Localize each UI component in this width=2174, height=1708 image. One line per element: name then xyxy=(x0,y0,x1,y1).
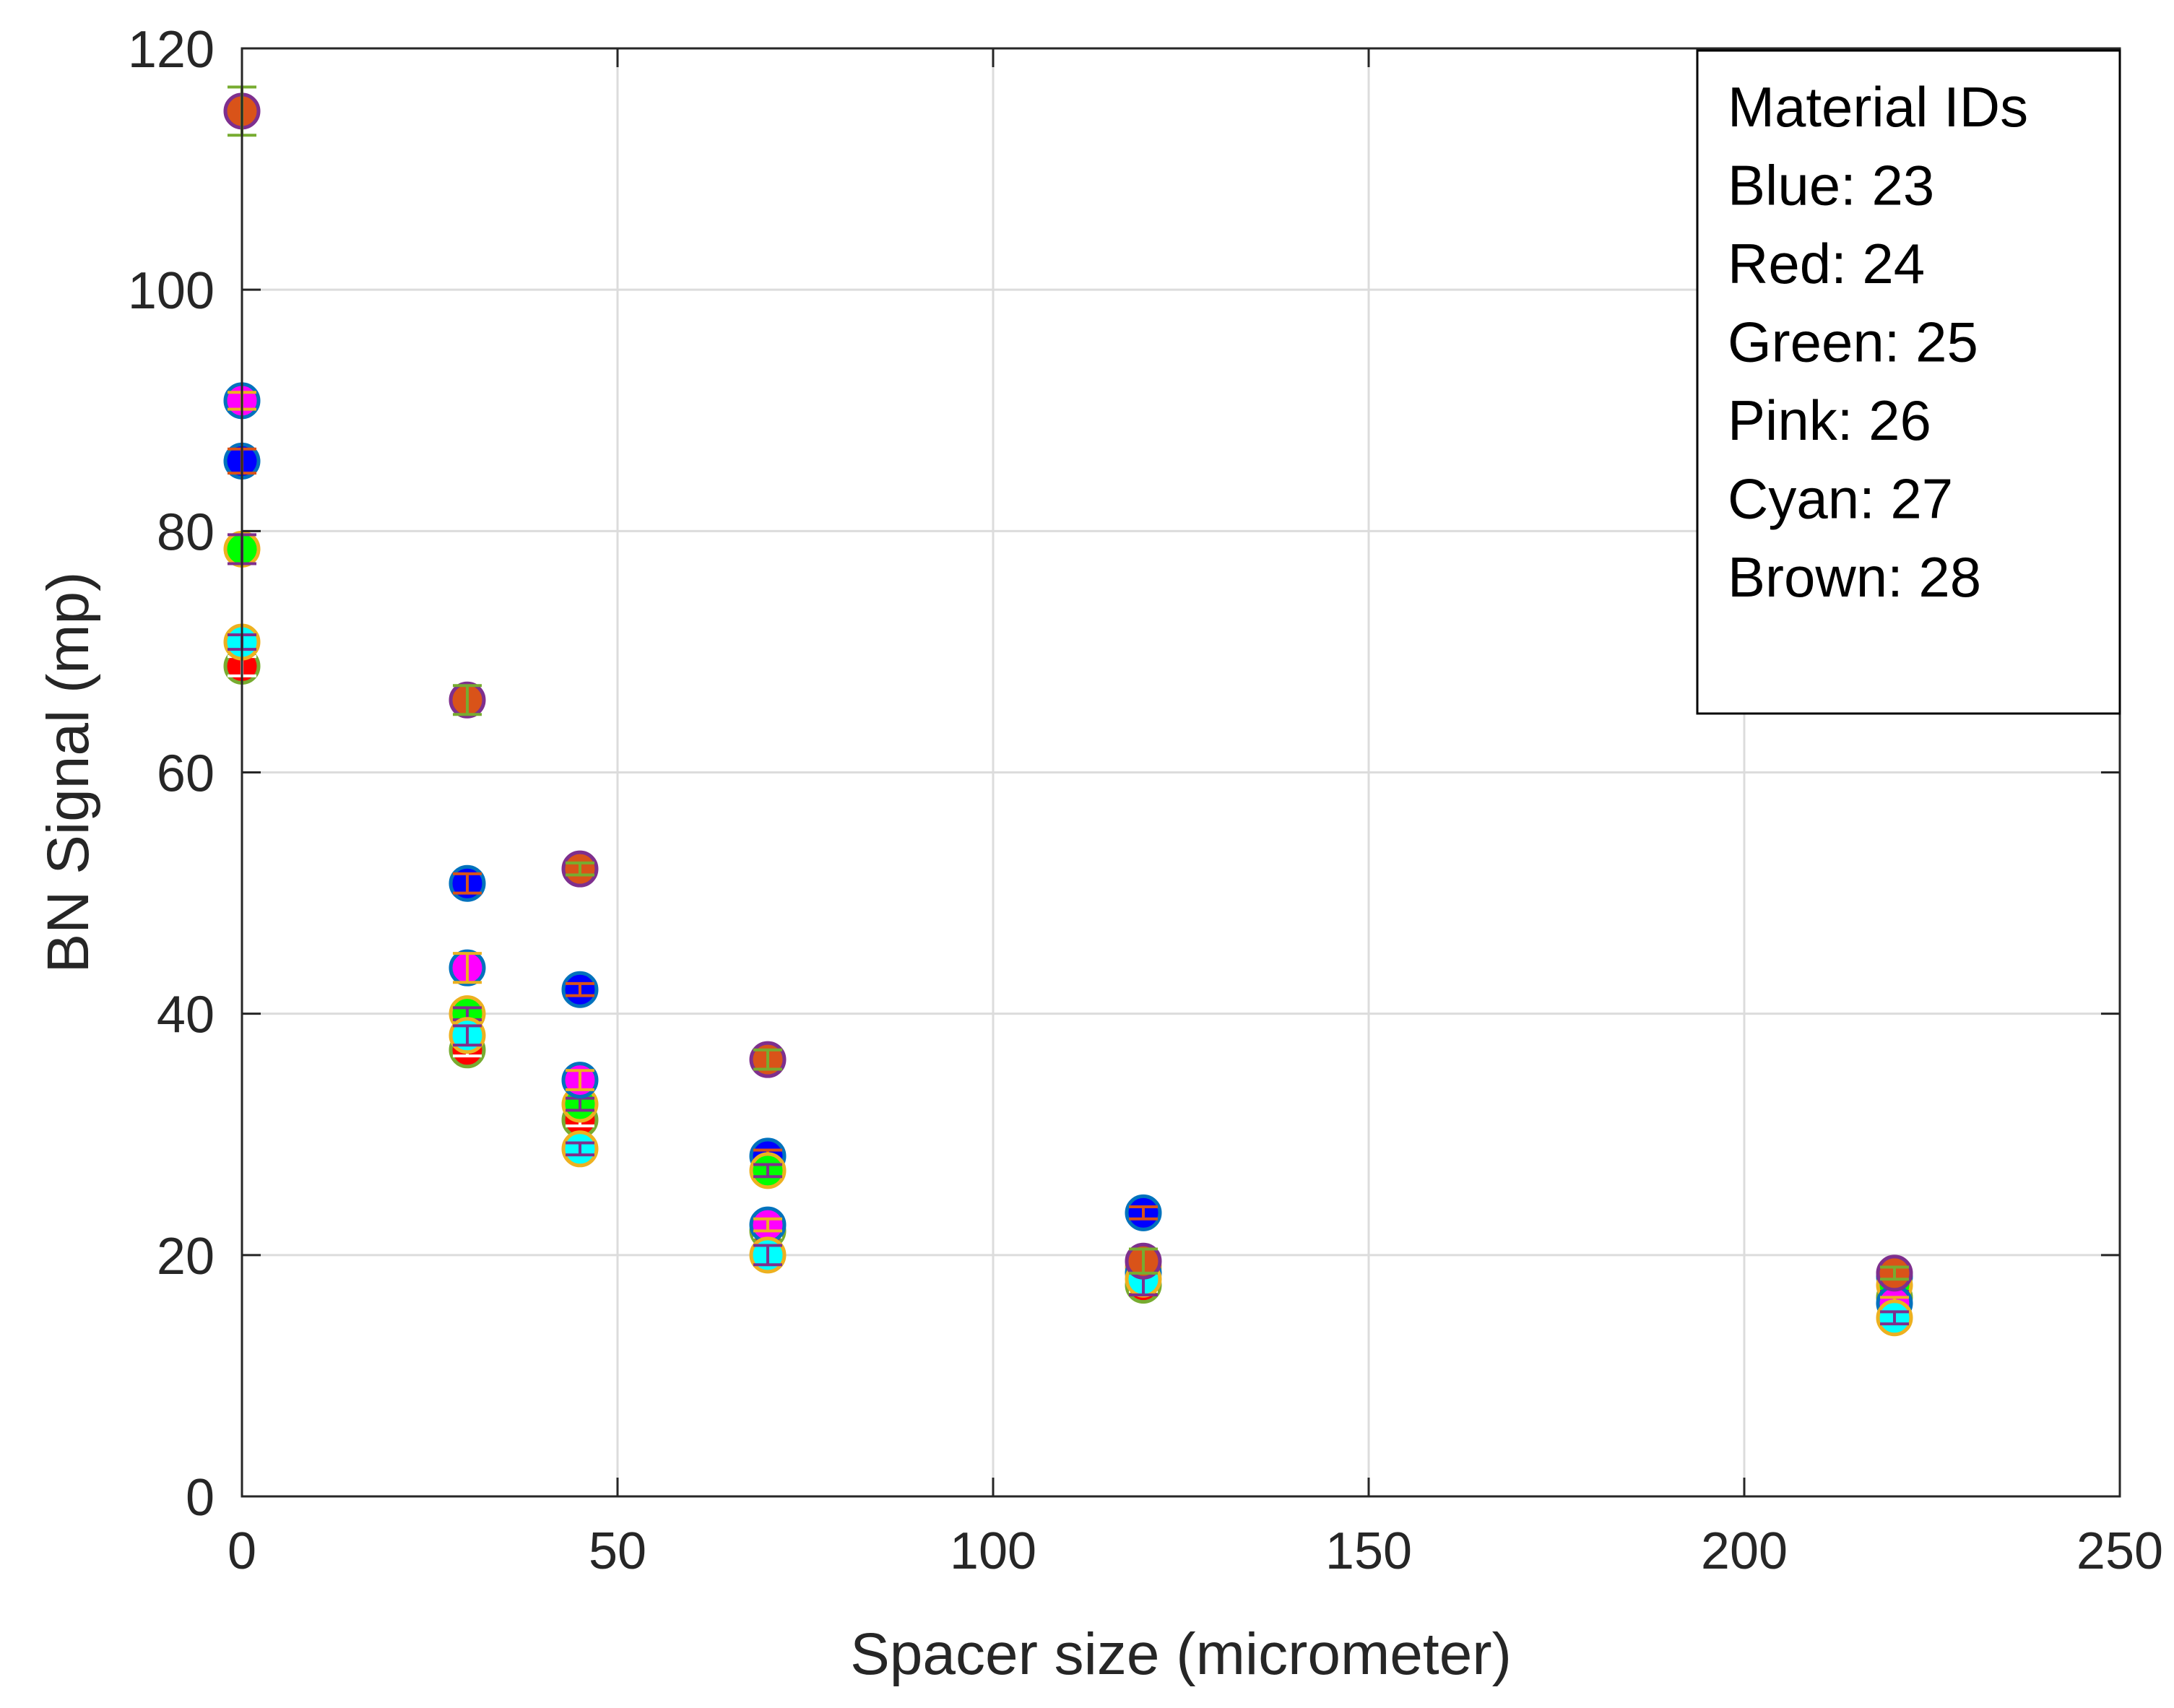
x-tick-label: 50 xyxy=(589,1522,646,1580)
y-tick-label: 60 xyxy=(157,745,215,803)
legend-title: Material IDs xyxy=(1728,75,2028,139)
y-tick-label: 100 xyxy=(128,262,215,320)
y-tick-label: 40 xyxy=(157,987,215,1044)
x-axis-title: Spacer size (micrometer) xyxy=(850,1621,1512,1687)
y-axis-title: BN Signal (mp) xyxy=(35,572,101,974)
legend-entry-blue: Blue: 23 xyxy=(1728,154,1934,217)
legend-entry-pink: Pink: 26 xyxy=(1728,389,1931,452)
x-tick-label: 100 xyxy=(950,1522,1036,1580)
x-tick-label: 250 xyxy=(2076,1522,2163,1580)
axis-ticks: 0 50 100 150 200 250 0 20 40 60 80 100 120 xyxy=(128,21,2163,1580)
series-cyan xyxy=(223,623,1913,1337)
y-tick-label: 20 xyxy=(157,1228,215,1286)
legend-entry-cyan: Cyan: 27 xyxy=(1728,467,1953,531)
legend-frame xyxy=(1696,49,2121,715)
legend-entry-brown: Brown: 28 xyxy=(1728,545,1981,609)
y-tick-label: 120 xyxy=(128,21,215,79)
data-points xyxy=(223,85,1913,1337)
legend-entry-red: Red: 24 xyxy=(1728,232,1925,295)
x-tick-label: 0 xyxy=(228,1522,256,1580)
legend-box: Material IDs Blue: 23 Red: 24 Green: 25 … xyxy=(1696,49,2121,715)
y-tick-label: 0 xyxy=(186,1469,215,1527)
y-tick-label: 80 xyxy=(157,503,215,561)
x-tick-label: 200 xyxy=(1701,1522,1788,1580)
x-tick-label: 150 xyxy=(1325,1522,1412,1580)
legend-entry-green: Green: 25 xyxy=(1728,311,1978,374)
